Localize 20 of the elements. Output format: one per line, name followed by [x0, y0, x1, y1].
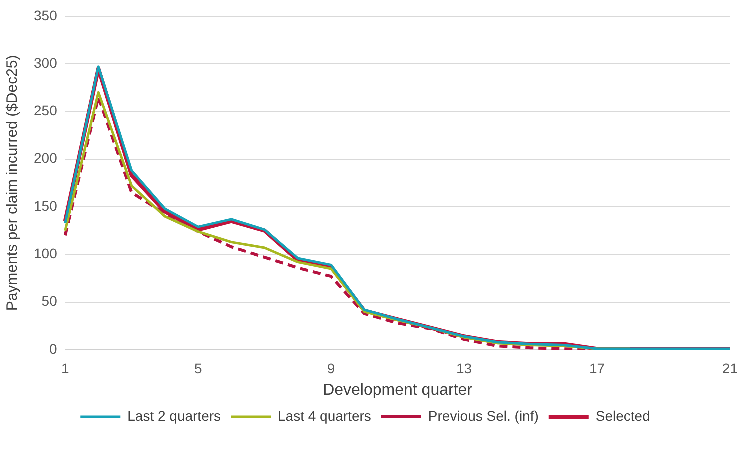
y-tick-label: 300: [34, 54, 58, 71]
legend-label: Selected: [596, 408, 650, 424]
legend-label: Previous Sel. (inf): [428, 408, 539, 424]
x-tick-label: 5: [194, 360, 202, 376]
y-tick-label: 350: [34, 7, 58, 24]
y-tick-label: 50: [42, 293, 58, 310]
y-tick-label: 0: [50, 340, 58, 357]
y-tick-label: 200: [34, 150, 58, 166]
legend-label: Last 4 quarters: [278, 408, 372, 424]
x-tick-label: 13: [456, 360, 472, 376]
x-tick-label: 21: [722, 360, 738, 376]
x-tick-label: 17: [589, 360, 606, 376]
y-tick-label: 150: [34, 198, 58, 214]
x-tick-label: 1: [61, 360, 70, 376]
y-tick-label: 250: [34, 102, 58, 119]
y-tick-label: 100: [34, 246, 58, 262]
y-axis-title: Payments per claim incurred ($Dec25): [4, 55, 22, 312]
legend-label: Last 2 quarters: [128, 408, 222, 424]
x-tick-label: 9: [327, 360, 336, 376]
x-axis-title: Development quarter: [323, 382, 474, 399]
